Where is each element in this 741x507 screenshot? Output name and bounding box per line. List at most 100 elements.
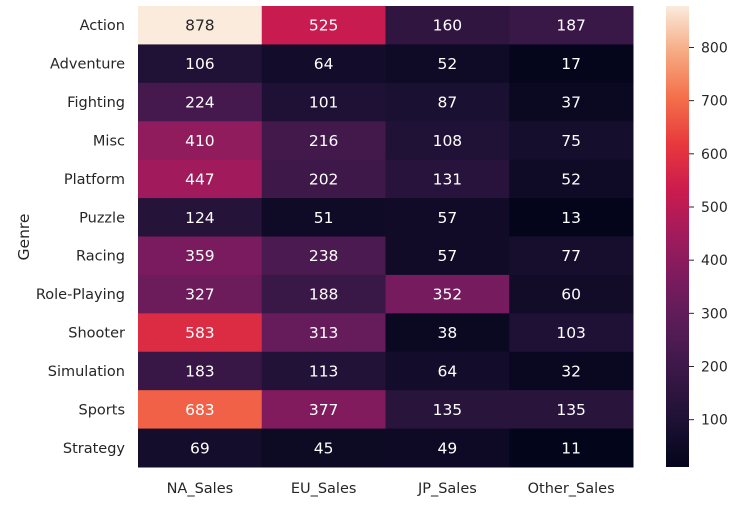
cell-value-label: 38 — [438, 324, 458, 342]
heatmap-cell — [385, 121, 510, 161]
row-tick-label: Fighting — [67, 95, 125, 111]
heatmap-cell — [385, 82, 510, 122]
cell-value-label: 188 — [309, 286, 339, 304]
column-tick-label: NA_Sales — [167, 481, 234, 497]
colorbar-ticks: 100 200 300 400 500 600 700 800 — [689, 40, 728, 429]
cell-value-label: 583 — [185, 324, 215, 342]
colorbar-tick-label: 500 — [701, 200, 728, 216]
heatmap-cell — [385, 274, 510, 314]
heatmap-cell — [509, 236, 634, 276]
cell-value-label: 359 — [185, 247, 215, 265]
heatmap-cell — [138, 313, 263, 353]
heatmap-cell — [138, 236, 263, 276]
heatmap-cell — [138, 121, 263, 161]
cell-value-label: 52 — [438, 55, 458, 73]
cell-value-label: 57 — [438, 209, 458, 227]
cell-value-label: 135 — [433, 401, 463, 419]
cell-value-label: 106 — [185, 55, 215, 73]
cell-value-label: 224 — [185, 94, 215, 112]
row-tick-label: Strategy — [63, 441, 126, 457]
row-tick-label: Simulation — [48, 364, 125, 380]
heatmap-cell — [138, 390, 263, 430]
colorbar-tick-label: 800 — [701, 40, 728, 56]
cell-value-label: 377 — [309, 401, 339, 419]
column-tick-labels: NA_Sales EU_Sales JP_Sales Other_Sales — [167, 481, 615, 497]
heatmap-cell — [138, 44, 263, 84]
heatmap-cell — [385, 44, 510, 84]
heatmap-cell — [385, 390, 510, 430]
heatmap-cell — [138, 159, 263, 199]
heatmap-cell — [261, 82, 386, 122]
heatmap-cell — [509, 198, 634, 237]
colorbar-tick-label: 400 — [701, 253, 728, 269]
row-tick-label: Action — [80, 18, 125, 34]
cell-value-label: 51 — [314, 209, 334, 227]
cell-value-label: 37 — [561, 94, 581, 112]
cell-value-label: 183 — [185, 362, 215, 380]
cell-value-label: 101 — [309, 94, 339, 112]
cell-value-label: 113 — [309, 362, 339, 380]
cell-value-label: 447 — [185, 170, 215, 188]
colorbar-tick-label: 600 — [701, 147, 728, 163]
heatmap-cell — [138, 351, 263, 391]
cell-value-label: 64 — [438, 362, 458, 380]
heatmap-cell — [509, 274, 634, 314]
heatmap-cell — [261, 351, 386, 391]
cell-value-label: 17 — [561, 55, 581, 73]
colorbar-tick-label: 100 — [701, 413, 728, 429]
row-tick-label: Racing — [76, 249, 125, 265]
cell-value-label: 135 — [556, 401, 586, 419]
heatmap-cell — [385, 351, 510, 391]
heatmap-cell — [385, 313, 510, 353]
y-axis-label: Genre — [15, 214, 33, 261]
heatmap-cell — [509, 44, 634, 84]
column-tick-label: Other_Sales — [528, 481, 615, 497]
heatmap-cells — [138, 6, 634, 468]
cell-value-label: 327 — [185, 286, 215, 304]
cell-value-label: 878 — [185, 17, 215, 35]
cell-value-label: 124 — [185, 209, 215, 227]
cell-value-label: 32 — [561, 362, 581, 380]
heatmap-cell — [261, 198, 386, 237]
row-tick-labels: Action Adventure Fighting Misc Platform Puzzl… — [36, 18, 126, 457]
column-tick-label: JP_Sales — [417, 481, 477, 497]
cell-value-label: 216 — [309, 132, 339, 150]
heatmap-cell — [138, 6, 263, 45]
heatmap-cell — [261, 159, 386, 199]
cell-value-label: 683 — [185, 401, 215, 419]
heatmap-cell — [385, 236, 510, 276]
cell-value-label: 313 — [309, 324, 339, 342]
colorbar-tick-label: 200 — [701, 360, 728, 376]
heatmap-cell — [509, 159, 634, 199]
row-tick-label: Shooter — [68, 326, 125, 342]
cell-value-label: 238 — [309, 247, 339, 265]
heatmap-cell — [261, 428, 386, 468]
cell-value-label: 64 — [314, 55, 334, 73]
heatmap-cell — [509, 390, 634, 430]
column-tick-label: EU_Sales — [291, 481, 357, 497]
cell-value-label: 108 — [433, 132, 463, 150]
cell-value-label: 87 — [438, 94, 458, 112]
cell-value-label: 103 — [556, 324, 586, 342]
heatmap-cell — [261, 44, 386, 84]
colorbar-tick-label: 700 — [701, 94, 728, 110]
heatmap-cell — [509, 82, 634, 122]
row-tick-label: Platform — [64, 172, 125, 188]
cell-value-label: 131 — [433, 170, 463, 188]
heatmap-cell — [385, 159, 510, 199]
cell-value-label: 11 — [561, 439, 581, 457]
cell-value-label: 57 — [438, 247, 458, 265]
colorbar-tick-label: 300 — [701, 306, 728, 322]
heatmap-cell — [509, 121, 634, 161]
heatmap-cell — [138, 274, 263, 314]
heatmap-cell — [138, 82, 263, 122]
cell-value-label: 160 — [433, 17, 463, 35]
row-tick-label: Sports — [79, 402, 125, 418]
heatmap-cell — [261, 274, 386, 314]
cell-value-label: 410 — [185, 132, 215, 150]
cell-value-label: 77 — [561, 247, 581, 265]
cell-value-label: 525 — [309, 17, 339, 35]
cell-value-label: 60 — [561, 286, 581, 304]
